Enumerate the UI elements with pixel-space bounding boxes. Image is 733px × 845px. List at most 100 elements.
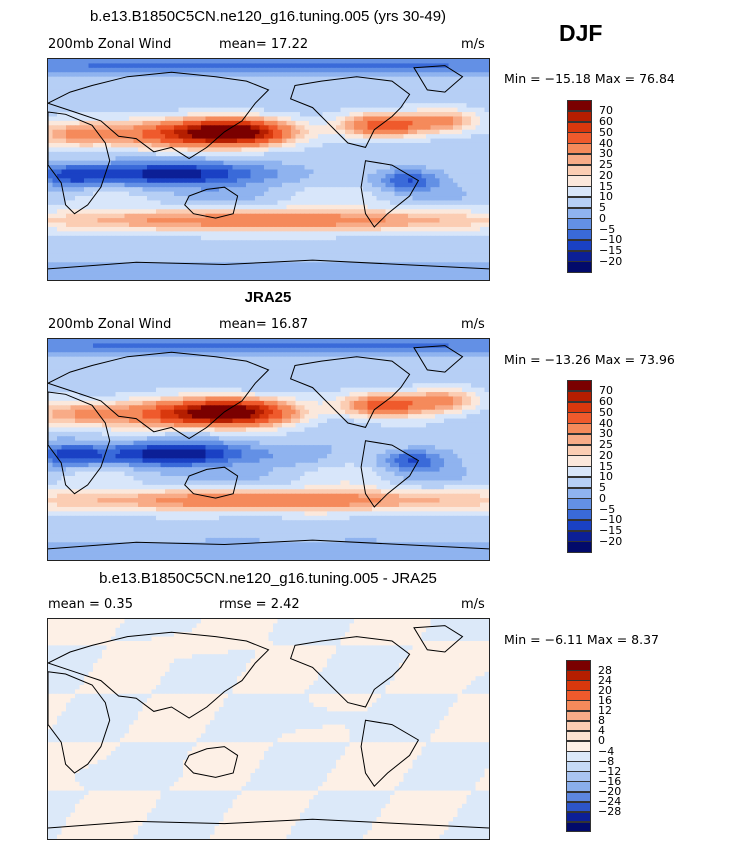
field-cell	[174, 94, 180, 100]
field-cell	[417, 253, 423, 259]
field-cell	[57, 339, 63, 345]
field-cell	[345, 116, 351, 122]
field-cell	[201, 204, 207, 210]
field-cell	[147, 191, 153, 197]
field-cell	[201, 116, 207, 122]
field-cell	[241, 200, 247, 206]
field-cell	[205, 169, 211, 175]
field-cell	[304, 120, 310, 126]
field-cell	[174, 72, 180, 78]
field-cell	[66, 85, 72, 91]
field-cell	[462, 125, 468, 131]
field-cell	[66, 173, 72, 179]
field-cell	[354, 160, 360, 166]
field-cell	[363, 226, 369, 232]
field-cell	[421, 275, 427, 280]
field-cell	[304, 134, 310, 140]
field-cell	[147, 76, 153, 82]
field-cell	[417, 134, 423, 140]
field-cell	[133, 244, 139, 250]
field-cell	[471, 187, 477, 193]
field-cell	[331, 120, 337, 126]
field-cell	[381, 156, 387, 162]
field-cell	[160, 59, 166, 65]
field-cell	[322, 81, 328, 87]
field-cell	[250, 116, 256, 122]
field-cell	[403, 231, 409, 237]
field-cell	[57, 218, 63, 224]
field-cell	[376, 165, 382, 171]
field-cell	[183, 85, 189, 91]
field-cell	[232, 196, 238, 202]
field-cell	[169, 165, 175, 171]
field-cell	[84, 178, 90, 184]
field-cell	[457, 156, 463, 162]
field-cell	[340, 218, 346, 224]
field-cell	[201, 67, 207, 73]
field-cell	[484, 72, 489, 78]
field-cell	[88, 196, 94, 202]
field-cell	[201, 226, 207, 232]
field-cell	[66, 231, 72, 237]
field-cell	[471, 98, 477, 104]
field-cell	[457, 213, 463, 219]
field-cell	[399, 107, 405, 113]
field-cell	[255, 266, 261, 272]
field-cell	[237, 107, 243, 113]
field-cell	[133, 107, 139, 113]
field-cell	[214, 120, 220, 126]
field-cell	[331, 72, 337, 78]
field-cell	[471, 142, 477, 148]
field-cell	[282, 249, 288, 255]
field-cell	[349, 191, 355, 197]
field-cell	[426, 218, 432, 224]
field-cell	[480, 156, 486, 162]
field-cell	[300, 178, 306, 184]
field-cell	[430, 209, 436, 215]
field-cell	[138, 271, 144, 277]
field-cell	[88, 257, 94, 263]
field-cell	[381, 257, 387, 263]
field-cell	[453, 173, 459, 179]
field-cell	[129, 231, 135, 237]
field-cell	[214, 182, 220, 188]
field-cell	[426, 209, 432, 215]
field-cell	[381, 125, 387, 131]
field-cell	[246, 257, 252, 263]
field-cell	[48, 147, 54, 153]
field-cell	[376, 266, 382, 272]
field-cell	[237, 196, 243, 202]
field-cell	[250, 129, 256, 135]
field-cell	[264, 160, 270, 166]
field-cell	[282, 76, 288, 82]
field-cell	[471, 85, 477, 91]
field-cell	[277, 271, 283, 277]
field-cell	[421, 244, 427, 250]
field-cell	[169, 222, 175, 228]
field-cell	[390, 72, 396, 78]
field-cell	[52, 72, 58, 78]
field-cell	[430, 156, 436, 162]
field-cell	[124, 178, 130, 184]
field-cell	[246, 169, 252, 175]
field-cell	[417, 169, 423, 175]
field-cell	[205, 262, 211, 268]
field-cell	[115, 156, 121, 162]
field-cell	[192, 94, 198, 100]
field-cell	[435, 129, 441, 135]
field-cell	[88, 222, 94, 228]
field-cell	[138, 169, 144, 175]
field-cell	[426, 156, 432, 162]
field-cell	[255, 125, 261, 131]
field-cell	[259, 339, 265, 345]
field-cell	[178, 103, 184, 109]
field-cell	[457, 218, 463, 224]
field-cell	[480, 129, 486, 135]
field-cell	[142, 257, 148, 263]
field-cell	[417, 129, 423, 135]
field-cell	[336, 160, 342, 166]
field-cell	[169, 156, 175, 162]
field-cell	[223, 240, 229, 246]
field-cell	[160, 191, 166, 197]
field-cell	[417, 275, 423, 280]
